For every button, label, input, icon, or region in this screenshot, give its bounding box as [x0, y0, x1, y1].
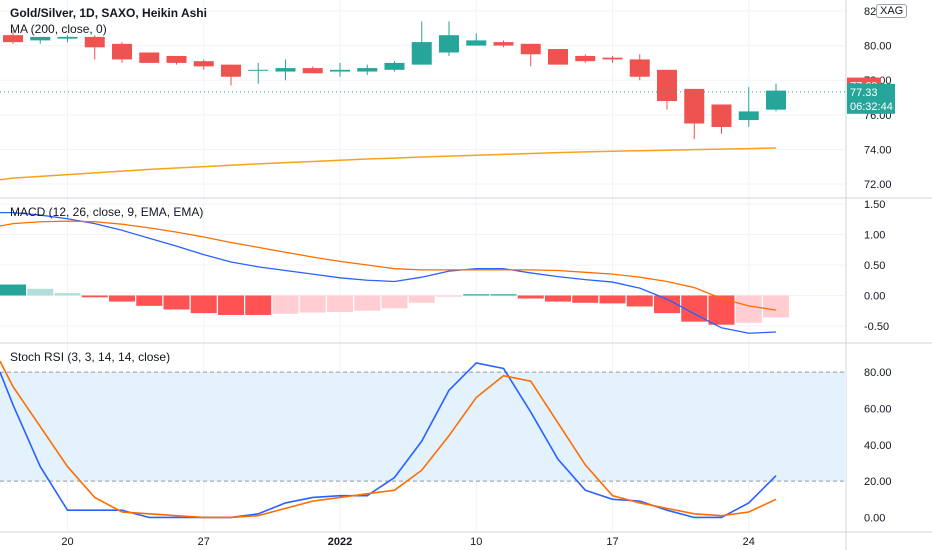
time-axis-label: 20	[61, 536, 73, 548]
macd-histogram-bar	[436, 295, 462, 297]
candle-body	[466, 40, 487, 46]
macd-axis-label: 1.00	[864, 230, 885, 242]
stoch-axis-label: 80.00	[864, 367, 892, 379]
candle-body	[221, 64, 241, 77]
candle-body	[575, 55, 596, 62]
candle-body	[411, 42, 432, 65]
macd-histogram-bar	[27, 288, 54, 296]
price-axis-label: 80.00	[864, 41, 892, 53]
candle-body	[384, 62, 405, 70]
time-axis-label: 24	[743, 536, 755, 548]
candle-body	[548, 49, 568, 65]
candle-body	[711, 104, 732, 127]
macd-histogram-bar	[626, 295, 653, 307]
candle-body	[493, 42, 514, 46]
macd-axis-label: 0.50	[864, 260, 885, 272]
time-axis-label: 27	[198, 536, 210, 548]
candle-body	[330, 69, 350, 72]
candle-body	[112, 43, 132, 60]
macd-axis-label: 0.00	[864, 290, 885, 302]
candle-body	[766, 90, 786, 110]
macd-axis-label: 1.50	[864, 199, 885, 211]
bar-countdown-text: 06:32:44	[850, 101, 893, 113]
candle-body	[3, 35, 23, 43]
candle-body	[602, 57, 623, 60]
candle-body	[30, 36, 51, 41]
macd-histogram-bar	[517, 295, 544, 299]
time-axis-label: 10	[470, 536, 482, 548]
candle-body	[84, 36, 105, 48]
candle-body	[275, 68, 296, 72]
candle-body	[357, 68, 378, 72]
macd-histogram-bar	[545, 295, 571, 302]
candle-body	[684, 88, 705, 124]
macd-histogram-bar	[599, 295, 626, 304]
stoch-d-line	[0, 360, 777, 519]
ma-legend: MA (200, close, 0)	[10, 22, 107, 36]
current-price-tag-text: 77.33	[850, 87, 878, 99]
macd-histogram-bar	[190, 295, 217, 314]
macd-histogram-bar	[408, 295, 435, 303]
stoch-axis-label: 60.00	[864, 403, 892, 415]
macd-histogram-bar	[354, 295, 381, 311]
ma-200-line	[0, 147, 777, 181]
macd-legend: MACD (12, 26, close, 9, EMA, EMA)	[10, 205, 204, 219]
time-axis-label: 17	[606, 536, 618, 548]
macd-histogram-bar	[654, 295, 680, 314]
symbol-title: Gold/Silver, 1D, SAXO, Heikin Ashi	[10, 6, 207, 20]
macd-histogram-bar	[463, 294, 490, 296]
macd-histogram-bar	[708, 295, 735, 325]
candle-body	[57, 36, 78, 39]
macd-histogram-bar	[218, 295, 244, 315]
macd-histogram-bar	[109, 295, 135, 302]
macd-histogram-bar	[136, 295, 163, 306]
stoch-axis-label: 0.00	[864, 512, 885, 524]
candle-body	[248, 69, 269, 71]
macd-histogram-bar	[490, 294, 517, 296]
macd-histogram-bar	[0, 284, 26, 296]
candle-body	[439, 35, 459, 53]
macd-line	[0, 211, 777, 334]
candle-body	[520, 43, 541, 55]
candle-body	[166, 55, 187, 63]
macd-histogram-bar	[245, 295, 272, 315]
macd-histogram-bar	[54, 293, 81, 296]
macd-histogram-bar	[327, 295, 353, 312]
macd-histogram-bar	[572, 295, 599, 303]
macd-histogram-bar	[763, 295, 789, 318]
compare-symbol-badge[interactable]: XAG	[876, 4, 908, 18]
candle-body	[738, 111, 759, 121]
candle-body	[629, 59, 650, 77]
stoch-axis-label: 40.00	[864, 440, 892, 452]
stoch-rsi-band	[0, 372, 846, 482]
macd-histogram-bar	[381, 295, 408, 309]
candle-body	[657, 69, 677, 101]
stoch-axis-label: 20.00	[864, 476, 892, 488]
price-axis-label: 72.00	[864, 179, 892, 191]
candle-body	[193, 61, 214, 67]
candle-body	[302, 68, 323, 74]
macd-histogram-bar	[299, 295, 326, 313]
macd-histogram-bar	[735, 295, 762, 323]
candle-body	[139, 52, 160, 63]
macd-axis-label: -0.50	[864, 321, 889, 333]
macd-histogram-bar	[163, 295, 190, 310]
current-price-tag	[847, 83, 895, 114]
macd-histogram-bar	[81, 295, 108, 298]
stoch-rsi-legend: Stoch RSI (3, 3, 14, 14, close)	[10, 350, 171, 364]
macd-histogram-bar	[272, 295, 299, 314]
time-axis-label: 2022	[328, 536, 352, 548]
price-axis-label: 74.00	[864, 145, 892, 157]
macd-signal-line	[0, 220, 777, 311]
